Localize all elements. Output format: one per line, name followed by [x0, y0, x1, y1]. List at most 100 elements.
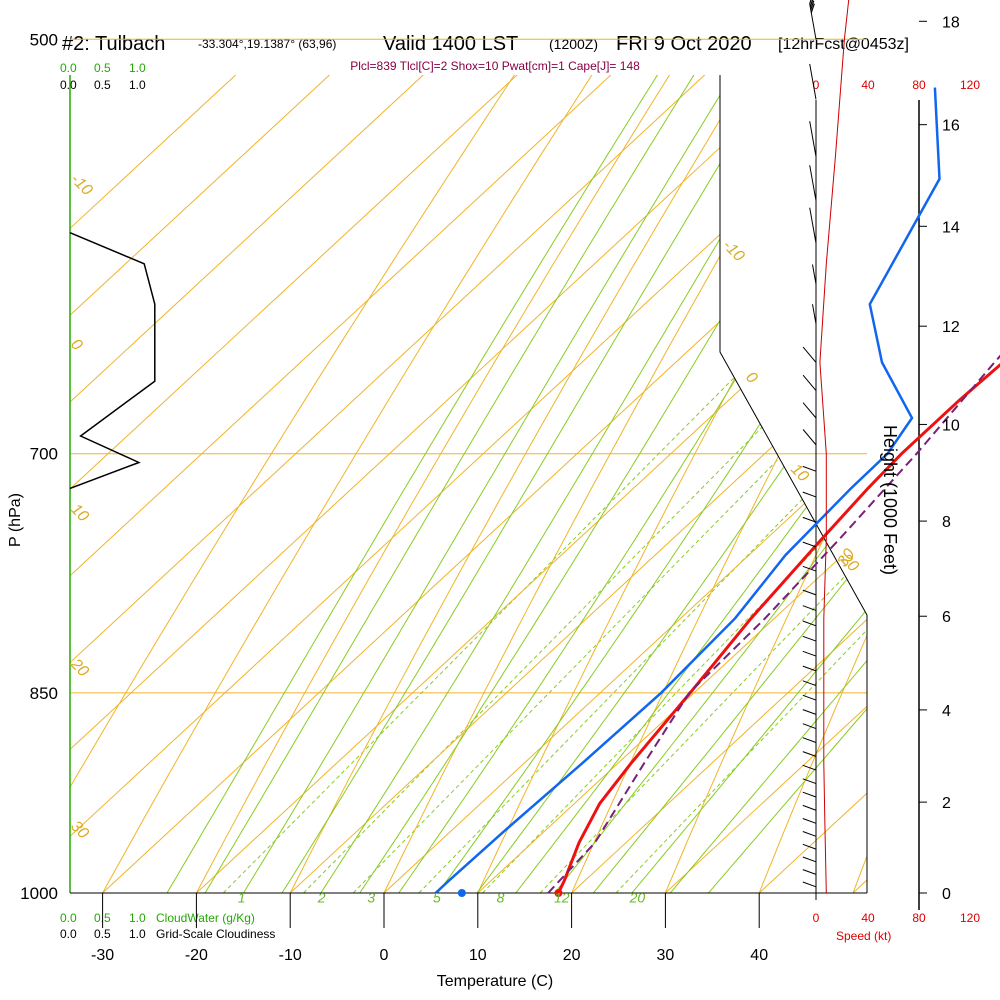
mixing-ratio-label: 8 — [497, 889, 505, 905]
dry-adiabat — [639, 75, 867, 893]
forecast-run: [12hrFcst@0453z] — [778, 36, 909, 53]
pressure-tick-label: 1000 — [20, 884, 58, 903]
height-tick-label: 14 — [942, 219, 960, 236]
wind-barb — [802, 620, 817, 627]
right-border — [719, 75, 868, 893]
cloudiness-bottom-ticks: 0.0 0.5 1.0 Grid-Scale Cloudiness — [60, 927, 275, 941]
wind-speed-line — [819, 0, 850, 894]
wind-barb — [802, 818, 817, 824]
mixing-ratio-5 — [418, 75, 867, 893]
wind-barb — [802, 491, 817, 498]
pressure-tick-label: 850 — [30, 684, 58, 703]
moist-adiabat — [243, 75, 867, 893]
svg-text:0.0: 0.0 — [60, 927, 77, 941]
height-tick-label: 18 — [942, 14, 960, 31]
isotherm-line — [70, 75, 867, 893]
height-tick-label: 16 — [942, 118, 960, 135]
moist-adiabat — [656, 75, 867, 893]
wind-barb — [809, 3, 817, 40]
mixing-ratio-1 — [222, 75, 867, 893]
temp-tick-label: 0 — [380, 947, 389, 964]
moist-adiabat-lines — [131, 75, 867, 893]
isotherm-line — [70, 75, 867, 893]
svg-text:80: 80 — [912, 78, 926, 92]
svg-text:0.5: 0.5 — [94, 78, 111, 92]
temp-tick-label: 30 — [657, 947, 675, 964]
wind-barb — [812, 304, 817, 325]
wind-barb — [802, 541, 817, 548]
series-parcel — [547, 354, 1000, 894]
wind-barb — [809, 207, 817, 244]
dry-adiabat — [544, 75, 867, 893]
mixing-ratio-lines — [222, 75, 867, 893]
plot-frame — [69, 75, 920, 910]
mixing-ratio-label: 5 — [433, 889, 441, 905]
svg-text:1.0: 1.0 — [129, 78, 146, 92]
moist-adiabat — [393, 75, 867, 893]
moist-adiabat — [618, 75, 867, 893]
dry-adiabat — [70, 75, 867, 893]
wind-barb — [802, 429, 817, 446]
cloudwater-bottom-ticks: 0.0 0.5 1.0 CloudWater (g/Kg) — [60, 911, 255, 925]
height-tick-label: 4 — [942, 703, 951, 720]
wind-barbs — [802, 0, 817, 888]
moist-adiabat — [543, 75, 867, 893]
dry-adiabat — [830, 75, 867, 893]
mixing-ratio-label: 1 — [238, 889, 246, 905]
wind-barb — [802, 650, 817, 657]
temp-tick-label: 20 — [563, 947, 581, 964]
wind-barb — [802, 709, 817, 715]
height-tick-label: 0 — [942, 886, 951, 903]
svg-text:0.5: 0.5 — [94, 927, 111, 941]
moist-adiabat — [318, 75, 867, 893]
moist-adiabat — [581, 75, 867, 893]
isotherm-line — [412, 75, 867, 893]
wind-barb — [802, 402, 817, 419]
dry-adiabat-label: -10 — [67, 171, 95, 199]
pressure-tick-label: 700 — [30, 445, 58, 464]
isotherm-line — [506, 75, 867, 893]
sounding-series — [434, 87, 1000, 897]
svg-text:40: 40 — [861, 78, 875, 92]
svg-text:120: 120 — [960, 911, 980, 925]
mixing-ratio-label: 2 — [317, 889, 326, 905]
height-tick-label: 10 — [942, 417, 960, 434]
y-axis-label: P (hPa) — [7, 493, 24, 547]
isotherm-line — [224, 75, 867, 893]
wind-barb — [802, 881, 817, 888]
surface-temperature-dot — [554, 889, 563, 897]
wind-barb-flag — [809, 0, 812, 4]
wind-barb — [802, 346, 817, 363]
svg-text:0.0: 0.0 — [60, 61, 77, 75]
dry-adiabat-label: 10 — [67, 501, 92, 526]
wind-barb — [802, 764, 817, 771]
dry-adiabat — [70, 75, 867, 893]
dry-adiabat-label: 0 — [742, 369, 760, 387]
cloudwater-label: CloudWater (g/Kg) — [156, 911, 255, 925]
wind-barb — [802, 665, 817, 672]
wind-barb — [809, 165, 817, 201]
cloudiness-label: Grid-Scale Cloudiness — [156, 927, 275, 941]
isotherm-line — [131, 75, 867, 893]
isotherm-line — [70, 75, 867, 893]
svg-text:0: 0 — [813, 911, 820, 925]
wind-barb — [802, 843, 817, 850]
moist-adiabat — [506, 75, 867, 893]
wind-barb — [802, 680, 817, 687]
cloudiness-top-ticks: 0.0 0.5 1.0 — [60, 78, 146, 92]
mixing-ratio-8 — [482, 75, 867, 893]
zulu-time: (1200Z) — [549, 36, 598, 52]
wind-barb — [802, 589, 817, 596]
wind-barb-flag — [810, 0, 815, 10]
moist-adiabat — [206, 75, 867, 893]
svg-text:40: 40 — [861, 911, 875, 925]
speed-top-ticks: 0 40 80 120 — [813, 78, 981, 92]
x-axis-label: Temperature (C) — [437, 973, 553, 990]
speed-bottom-ticks: 0 40 80 120 Speed (kt) — [813, 911, 981, 943]
wind-barb — [802, 778, 817, 785]
svg-text:1.0: 1.0 — [129, 911, 146, 925]
pressure-tick-label: 500 — [30, 30, 58, 49]
mixing-ratio-12 — [539, 75, 867, 893]
svg-text:1.0: 1.0 — [129, 61, 146, 75]
